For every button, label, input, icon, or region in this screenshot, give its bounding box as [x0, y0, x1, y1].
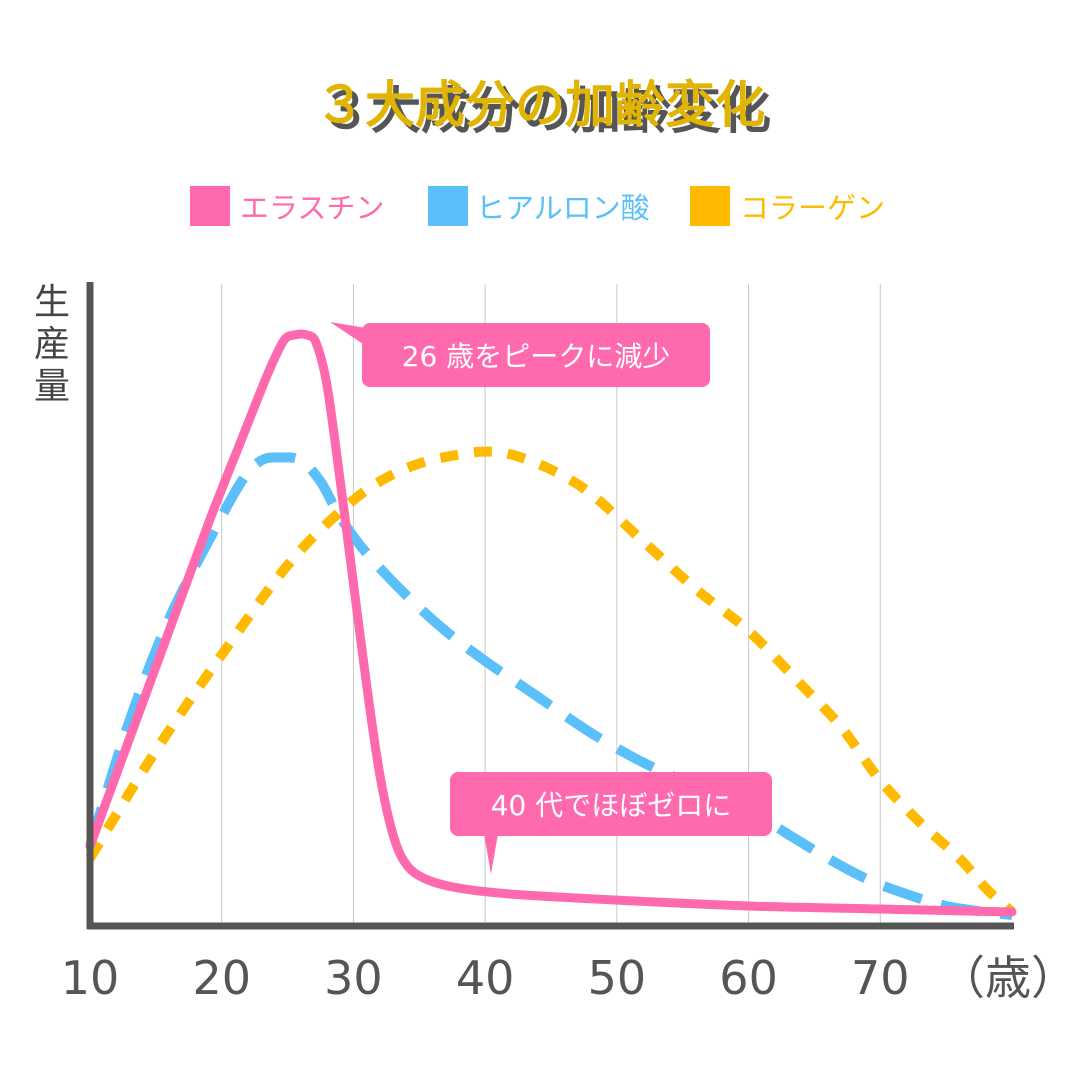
legend-swatch-elastin: [190, 186, 230, 226]
legend-label-hyaluronic: ヒアルロン酸: [476, 191, 650, 225]
callout-peak: 26 歳をピークに減少: [330, 322, 710, 387]
x-tick-label-70: 70: [851, 951, 910, 1005]
x-axis-unit-label: （歳）: [939, 951, 1077, 1005]
callout-forties: 40 代でほぼゼロに: [450, 772, 772, 874]
chart-title: ３大成分の加齢変化 ３大成分の加齢変化: [315, 76, 771, 140]
y-axis-label-char-1: 生: [34, 282, 70, 323]
x-tick-label-60: 60: [719, 951, 778, 1005]
chart-title-shadow: ３大成分の加齢変化: [321, 82, 771, 140]
legend-swatch-collagen: [690, 186, 730, 226]
callout-forties-box: [450, 772, 772, 836]
x-tick-label-10: 10: [61, 951, 120, 1005]
x-tick-label-30: 30: [324, 951, 383, 1005]
legend: エラスチン ヒアルロン酸 コラーゲン: [190, 186, 885, 226]
x-tick-label-20: 20: [192, 951, 251, 1005]
x-tick-label-50: 50: [588, 951, 647, 1005]
series-line-elastin: [85, 329, 1017, 917]
y-axis-label-char-3: 量: [34, 366, 70, 407]
y-axis-label: 生 産 量: [34, 282, 70, 407]
legend-swatch-hyaluronic: [428, 186, 468, 226]
callout-forties-pointer: [484, 834, 498, 874]
callout-forties-text: 40 代でほぼゼロに: [491, 789, 732, 822]
legend-label-collagen: コラーゲン: [740, 191, 885, 225]
x-tick-label-40: 40: [456, 951, 515, 1005]
series-line-collagen: [85, 446, 1016, 916]
callout-peak-text: 26 歳をピークに減少: [402, 340, 671, 373]
series-lines: [85, 329, 1017, 920]
callout-peak-box: [362, 323, 710, 387]
y-axis-label-char-2: 産: [34, 324, 70, 365]
legend-label-elastin: エラスチン: [240, 191, 384, 225]
series-line-hyaluronic: [85, 452, 1013, 920]
x-axis-ticks: 10 20 30 40 50 60 70: [61, 951, 910, 1005]
chart-title-text: ３大成分の加齢変化: [315, 76, 765, 134]
